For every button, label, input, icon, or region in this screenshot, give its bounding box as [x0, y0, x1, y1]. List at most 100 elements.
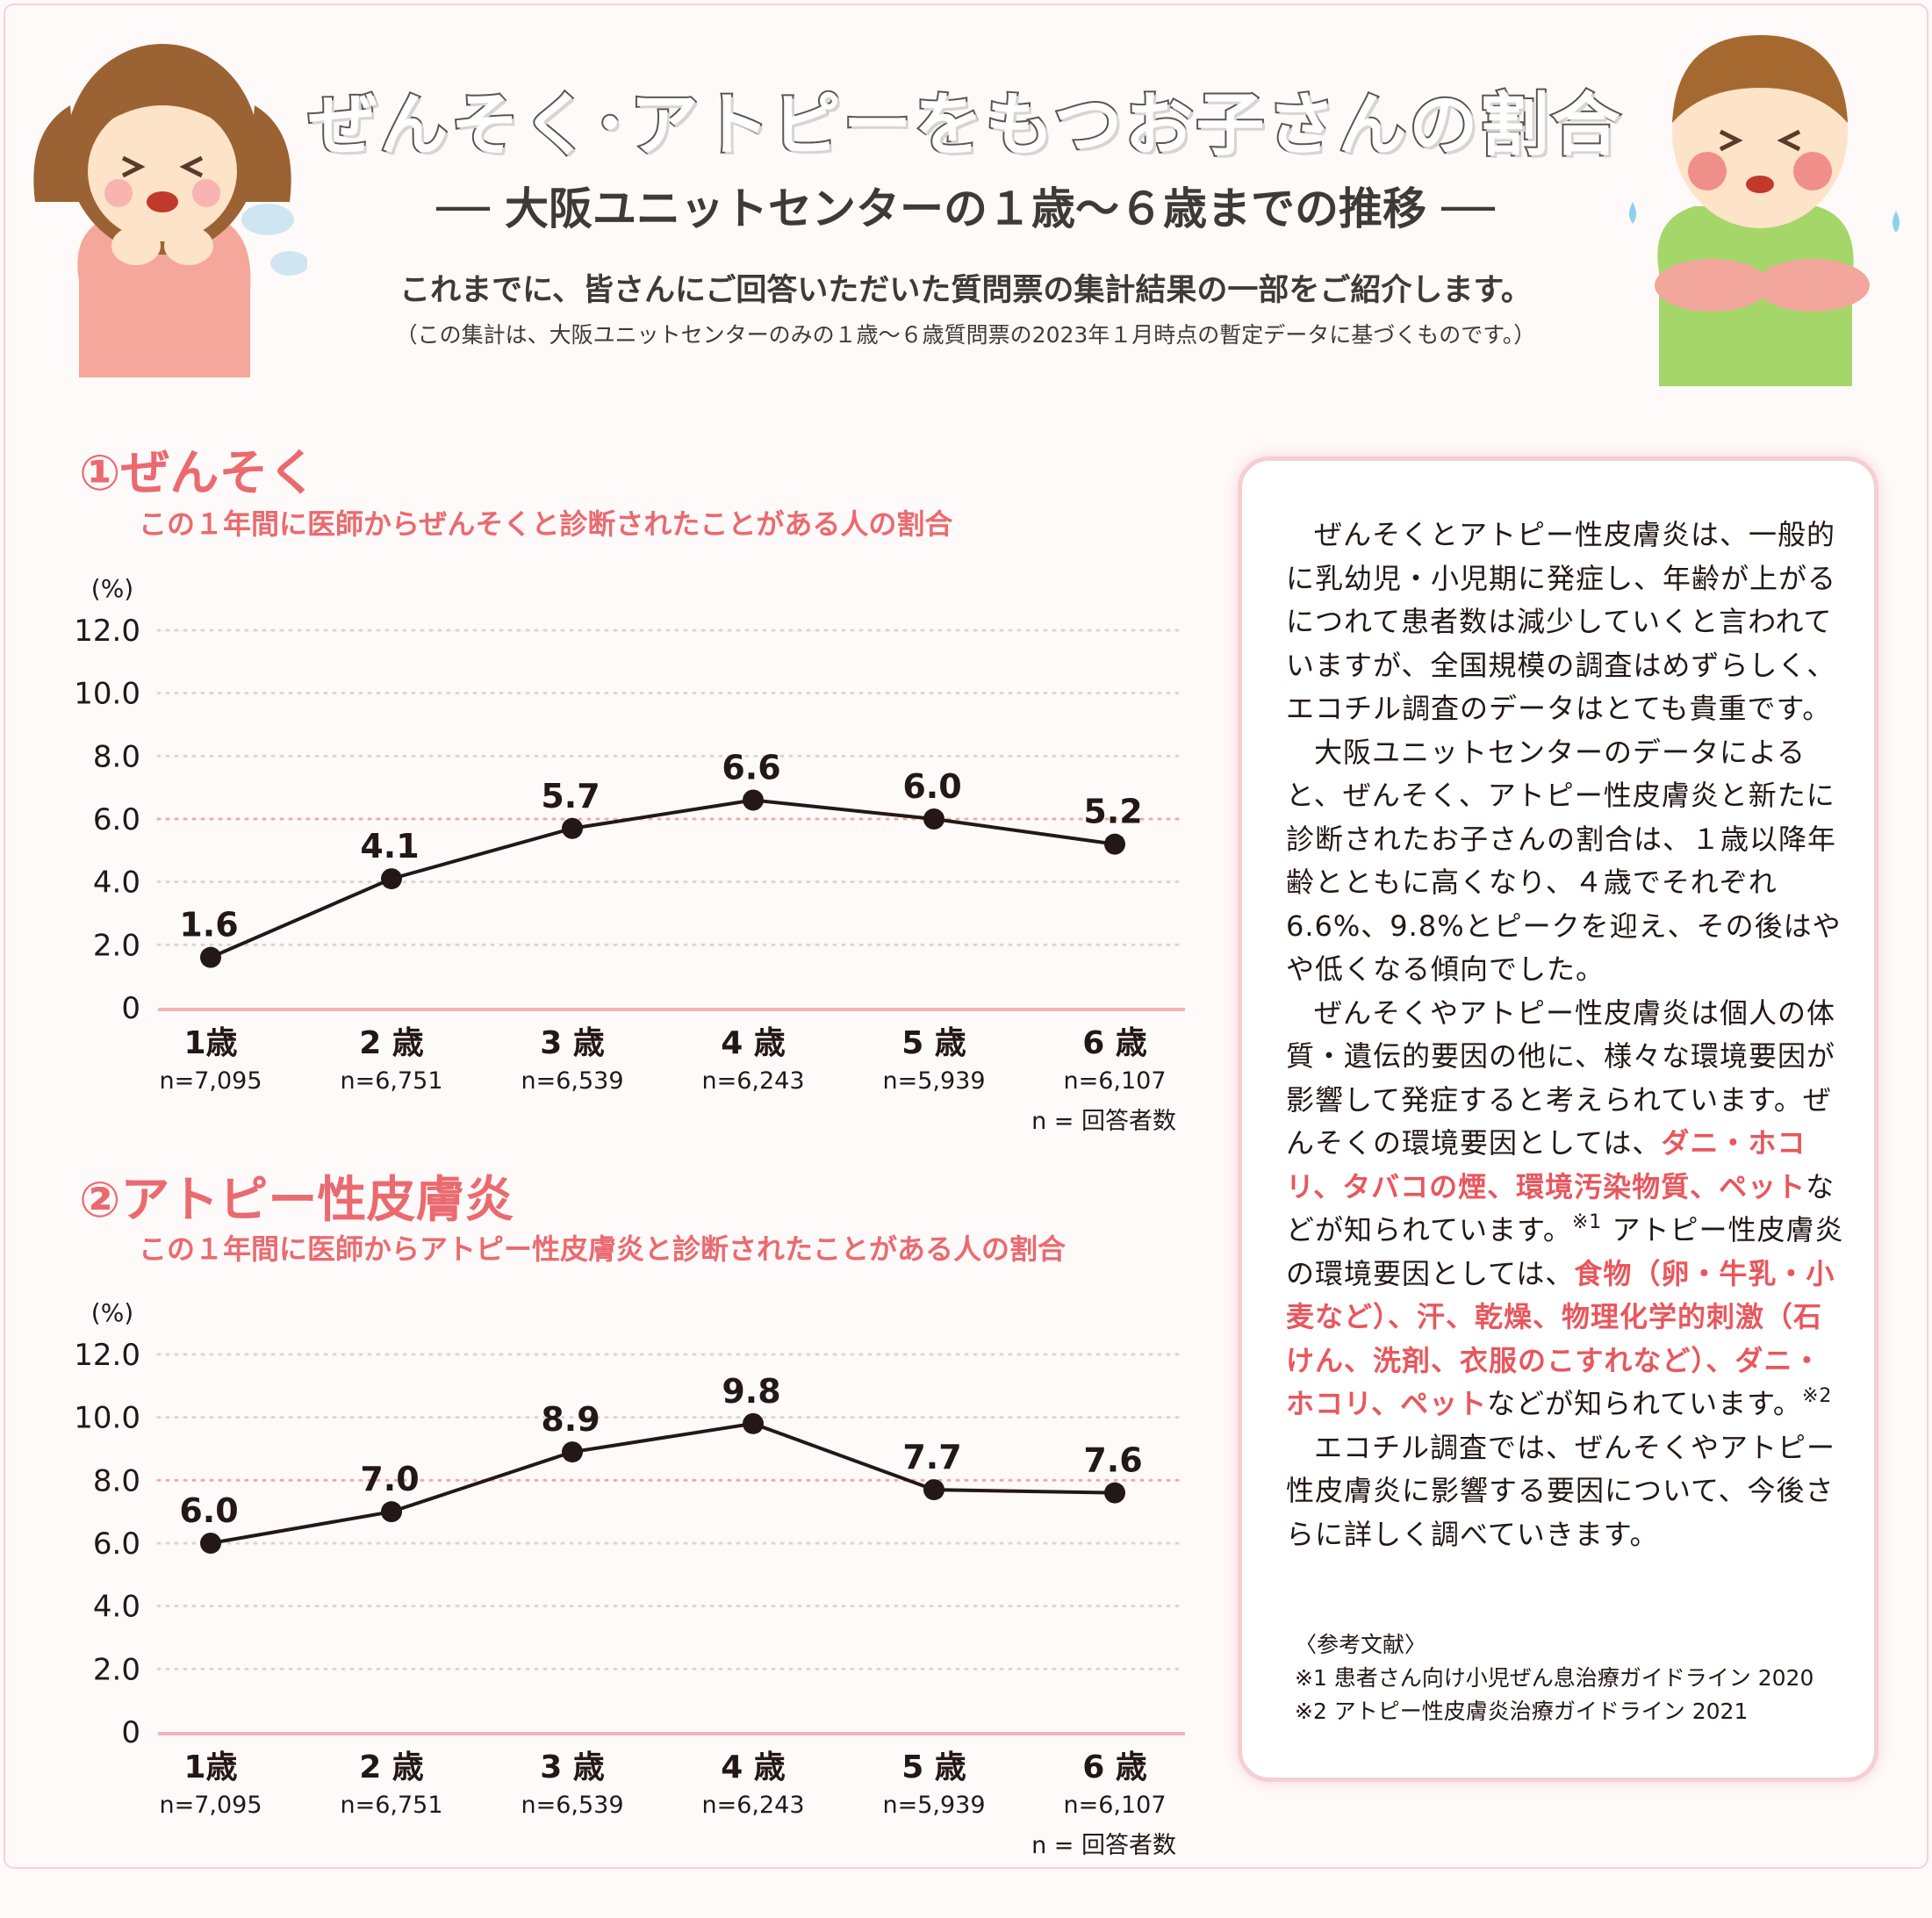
- p3-text-g: などが知られています。: [1487, 1387, 1802, 1420]
- explanation-panel: ぜんそくとアトピー性皮膚炎は、一般的に乳幼児・小児期に発症し、年齢が上がるにつれ…: [1238, 456, 1878, 1782]
- x-sample-size-label: n=6,243: [701, 1067, 804, 1095]
- data-label: 7.7: [902, 1438, 961, 1476]
- data-label: 1.6: [179, 906, 238, 945]
- p3-text-a: ぜんそくやアトピー性皮膚炎は個人の体質・遺伝的要因の他に、様々な環境要因が影響し…: [1286, 995, 1836, 1160]
- atopy-line-chart: (%) 0 2.0 4.0 6.0 8.0 10.0 12.0 1歳 n=7,095 2 歳 n=6,…: [53, 1286, 1211, 1918]
- intro-note: （この集計は、大阪ユニットセンターのみの１歳～６歳質問票の2023年１月時点の暫…: [395, 322, 1536, 348]
- series-line: [210, 798, 1116, 959]
- data-label: 9.8: [722, 1372, 780, 1411]
- x-sample-size-label: n=6,107: [1063, 1792, 1166, 1819]
- data-label: 6.0: [179, 1491, 238, 1530]
- footnote-mark-2: ※2: [1801, 1385, 1833, 1407]
- references: 〈参考文献〉 ※1 患者さん向け小児ぜん息治療ガイドライン 2020 ※2 アト…: [1295, 1628, 1857, 1728]
- x-tick-label: 5 歳: [901, 1749, 966, 1785]
- y-axis-unit: (%): [91, 574, 133, 603]
- paragraph-4: エコチル調査では、ぜんそくやアトピー性皮膚炎に影響する要因について、今後さらに詳…: [1286, 1430, 1836, 1551]
- section-atopy-title: ②アトピー性皮膚炎: [79, 1172, 514, 1229]
- references-title: 〈参考文献〉: [1295, 1632, 1427, 1657]
- atopy-factors-highlight: 食物（卵・牛乳・小麦など）、汗、乾燥、物理化学的刺激（石けん、洗剤、衣服のこすれ…: [1286, 1256, 1835, 1421]
- x-tick-label: 1歳: [183, 1749, 237, 1785]
- data-point: [200, 946, 221, 968]
- x-tick-label: 4 歳: [721, 1025, 786, 1061]
- atopy-chart-svg: (%) 0 2.0 4.0 6.0 8.0 10.0 12.0 1歳 n=7,095 2 歳 n=6,…: [74, 1298, 1187, 1859]
- data-point: [562, 1441, 583, 1463]
- y-tick-label: 12.0: [74, 614, 140, 649]
- data-point: [381, 868, 402, 890]
- footnote-mark-1: ※1: [1571, 1211, 1603, 1233]
- data-point: [743, 789, 764, 811]
- x-tick-label: 6 歳: [1082, 1025, 1147, 1061]
- y-tick-label: 8.0: [93, 739, 140, 774]
- x-sample-size-label: n=6,751: [340, 1067, 442, 1095]
- y-axis-unit: (%): [91, 1298, 133, 1327]
- y-tick-label: 12.0: [74, 1338, 140, 1373]
- coughing-girl-illustration: [33, 44, 307, 377]
- asthma-chart-svg: (%) 0 2.0 4.0 6.0 8.0 10.0 12.0 1歳 n=7,095 2 歳 n=6,…: [74, 574, 1187, 1135]
- y-tick-label: 4.0: [93, 866, 140, 901]
- x-tick-label: 2 歳: [359, 1749, 424, 1785]
- section-asthma-subtitle: この１年間に医師からぜんそくと診断されたことがある人の割合: [139, 507, 953, 541]
- data-point: [743, 1412, 764, 1434]
- y-tick-label: 2.0: [93, 928, 140, 963]
- sample-size-note: n = 回答者数: [1031, 1108, 1176, 1135]
- series-line: [210, 1421, 1116, 1545]
- data-label: 6.0: [902, 767, 961, 806]
- data-label: 4.1: [360, 827, 419, 866]
- x-sample-size-label: n=5,939: [882, 1067, 985, 1095]
- asthma-factors-highlight: ダニ・ホコリ、タバコの煙、環境汚染物質、ペット: [1286, 1126, 1806, 1203]
- data-label: 7.6: [1083, 1441, 1142, 1480]
- y-tick-label: 10.0: [74, 677, 140, 712]
- data-label: 5.2: [1083, 793, 1142, 831]
- x-sample-size-label: n=7,095: [159, 1792, 262, 1819]
- data-label: 6.6: [722, 749, 780, 787]
- data-point: [1104, 833, 1125, 855]
- explanation-body: ぜんそくとアトピー性皮膚炎は、一般的に乳幼児・小児期に発症し、年齢が上がるにつれ…: [1286, 514, 1848, 1556]
- x-sample-size-label: n=6,539: [521, 1067, 623, 1095]
- page-title: ぜんそく･アトピーをもつお子さんの割合: [307, 84, 1623, 167]
- paragraph-1: ぜんそくとアトピー性皮膚炎は、一般的に乳幼児・小児期に発症し、年齢が上がるにつれ…: [1286, 518, 1837, 725]
- paragraph-3: ぜんそくやアトピー性皮膚炎は個人の体質・遺伝的要因の他に、様々な環境要因が影響し…: [1286, 992, 1848, 1426]
- y-tick-label: 0: [121, 991, 140, 1026]
- reference-1: ※1 患者さん向け小児ぜん息治療ガイドライン 2020: [1295, 1665, 1814, 1691]
- x-sample-size-label: n=6,107: [1063, 1067, 1166, 1095]
- data-point: [381, 1501, 402, 1523]
- x-sample-size-label: n=6,539: [521, 1792, 623, 1819]
- data-point: [923, 808, 944, 830]
- y-tick-label: 2.0: [93, 1652, 140, 1687]
- data-label: 7.0: [360, 1460, 419, 1498]
- x-tick-label: 4 歳: [721, 1749, 786, 1785]
- p3-text-c: などが知られています。: [1286, 1169, 1835, 1247]
- reference-2: ※2 アトピー性皮膚炎治療ガイドライン 2021: [1295, 1699, 1749, 1724]
- data-point: [1104, 1482, 1125, 1504]
- section-atopy-subtitle: この１年間に医師からアトピー性皮膚炎と診断されたことがある人の割合: [139, 1232, 1067, 1266]
- page-subtitle: ── 大阪ユニットセンターの１歳～６歳までの推移 ──: [436, 183, 1495, 234]
- asthma-line-chart: (%) 0 2.0 4.0 6.0 8.0 10.0 12.0 1歳 n=7,095 2 歳 n=6,…: [53, 562, 1211, 1194]
- intro-text: これまでに、皆さんにご回答いただいた質問票の集計結果の一部をご紹介します。: [399, 273, 1532, 308]
- x-sample-size-label: n=7,095: [159, 1067, 262, 1095]
- data-label: 5.7: [541, 777, 600, 815]
- x-sample-size-label: n=6,243: [701, 1792, 804, 1819]
- y-tick-label: 6.0: [93, 802, 140, 837]
- y-tick-label: 8.0: [93, 1463, 140, 1498]
- x-sample-size-label: n=6,751: [340, 1792, 442, 1819]
- y-tick-label: 6.0: [93, 1526, 140, 1562]
- paragraph-2: 大阪ユニットセンターのデータによると、ぜんそく、アトピー性皮膚炎と新たに診断され…: [1286, 735, 1842, 987]
- x-sample-size-label: n=5,939: [882, 1792, 985, 1819]
- section-asthma-title: ①ぜんそく: [79, 445, 318, 502]
- p3-text-e: アトピー性皮膚炎の環境要因としては、: [1286, 1213, 1844, 1290]
- x-tick-label: 3 歳: [540, 1025, 605, 1061]
- y-tick-label: 10.0: [74, 1401, 140, 1436]
- x-tick-label: 5 歳: [901, 1025, 966, 1061]
- y-tick-label: 0: [121, 1715, 140, 1750]
- data-point: [562, 817, 583, 839]
- itchy-boy-illustration: [1629, 35, 1900, 386]
- data-point: [200, 1533, 221, 1554]
- data-label: 8.9: [541, 1400, 600, 1439]
- sample-size-note: n = 回答者数: [1031, 1832, 1176, 1859]
- x-tick-label: 3 歳: [540, 1749, 605, 1785]
- x-tick-label: 6 歳: [1082, 1749, 1147, 1785]
- x-tick-label: 1歳: [183, 1025, 237, 1061]
- y-tick-label: 4.0: [93, 1590, 140, 1625]
- data-point: [923, 1479, 944, 1501]
- x-tick-label: 2 歳: [359, 1025, 424, 1061]
